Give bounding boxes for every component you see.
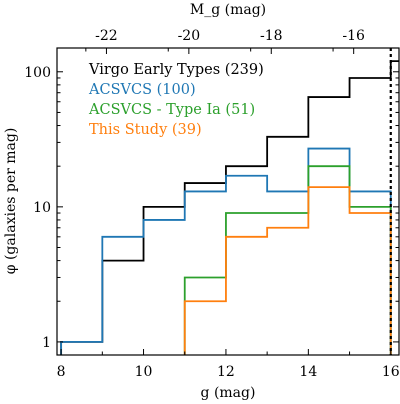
x-tick-label-10: 10 [135,364,153,380]
x-axis-label: g (mag) [201,385,256,401]
y-tick-label-100: 100 [24,65,51,81]
y-axis-label: φ (galaxies per mag) [3,128,19,275]
legend-entry-3: This Study (39) [89,122,202,138]
top-tick-label-3: -16 [342,28,365,44]
plot-frame [56,47,400,356]
top-tick-label-1: -20 [178,28,201,44]
y-tick-label-10: 10 [33,200,51,216]
top-x-axis: -22 -20 -18 -16 [85,28,365,54]
x-tick-label-8: 8 [57,364,66,380]
y-tick-label-1: 1 [42,335,51,351]
series-line-3 [183,186,392,355]
x-tick-label-16: 16 [382,364,400,380]
series-3 [183,186,392,355]
legend-entry-1: ACSVCS (100) [88,82,196,98]
series-layer [60,60,399,355]
legend-entry-0: Virgo Early Types (239) [88,62,264,78]
x-tick-label-14: 14 [299,364,317,380]
series-line-0 [60,60,399,355]
series-line-2 [183,165,392,355]
series-2 [183,165,392,355]
series-1 [60,147,392,355]
series-line-1 [60,147,392,355]
y-axis: 1 10 100 [24,65,399,351]
legend-entry-2: ACSVCS - Type Ia (51) [88,102,255,118]
bottom-x-axis: 8 10 12 14 16 [57,349,400,380]
legend: Virgo Early Types (239) ACSVCS (100) ACSVC… [88,62,264,138]
x-tick-label-12: 12 [217,364,235,380]
top-tick-label-0: -22 [95,28,118,44]
series-0 [60,60,399,355]
top-tick-label-2: -18 [260,28,283,44]
top-axis-label: M_g (mag) [190,2,266,18]
